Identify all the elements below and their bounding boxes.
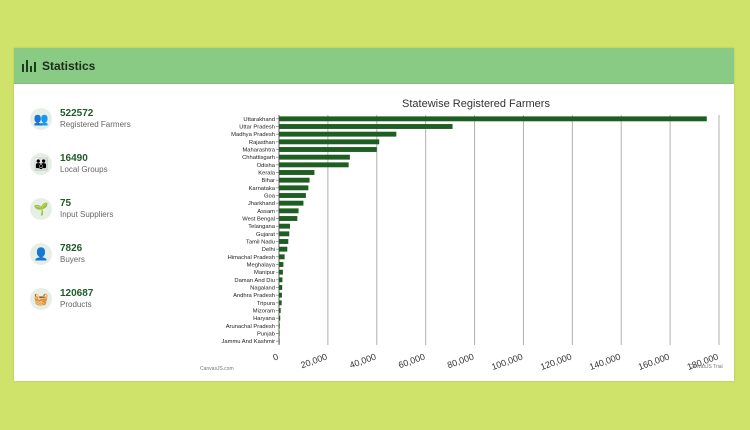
- x-tick-label: 140,000: [588, 351, 622, 372]
- basket-icon: 🧺: [30, 288, 52, 310]
- category-label: Uttarakhand: [243, 117, 275, 123]
- category-label: Delhi: [262, 247, 275, 253]
- category-label: Daman And Diu: [234, 278, 275, 284]
- bar: [279, 208, 299, 214]
- category-label: Assam: [257, 209, 275, 215]
- bar: [279, 285, 283, 290]
- x-tick-label: 60,000: [397, 351, 426, 370]
- category-label: Gujarat: [256, 232, 275, 238]
- bar: [279, 124, 453, 129]
- bar: [279, 246, 288, 252]
- x-tick-label: 100,000: [490, 351, 524, 372]
- statewise-chart: Statewise Registered Farmers 0 20,000 40,00…: [222, 98, 720, 372]
- category-label: Jammu And Kashmir: [222, 339, 276, 345]
- bar: [279, 323, 280, 329]
- category-label: Tripura: [257, 301, 276, 307]
- category-label: Rajasthan: [249, 140, 275, 146]
- buyer-icon: 👤: [30, 243, 52, 265]
- category-label: Uttar Pradesh: [239, 125, 275, 131]
- category-label: Goa: [264, 194, 276, 200]
- statistics-panel: Statistics 👥 522572 Registered Farmers 👪 164…: [14, 48, 734, 381]
- stat-item: 👪 16490 Local Groups: [30, 153, 190, 183]
- panel-header: Statistics: [14, 48, 734, 84]
- bar: [279, 231, 290, 237]
- category-label: Tamil Nadu: [246, 240, 275, 246]
- stat-label: Local Groups: [60, 165, 108, 174]
- bar-chart-icon: [22, 59, 36, 72]
- category-label: Odisha: [257, 163, 276, 169]
- bar: [279, 315, 281, 321]
- category-label: Andhra Pradesh: [233, 293, 275, 299]
- bar: [279, 254, 285, 260]
- stat-item: 🧺 120687 Products: [30, 288, 190, 318]
- x-tick-label: 40,000: [348, 351, 377, 370]
- bar: [279, 200, 304, 206]
- category-label: Kerala: [258, 171, 276, 177]
- bar: [279, 269, 283, 275]
- stat-value: 7826: [60, 243, 83, 254]
- category-label: Nagaland: [250, 286, 275, 292]
- bar: [279, 131, 397, 137]
- category-label: Telangana: [248, 224, 276, 230]
- bar: [279, 139, 380, 145]
- category-label: Bihar: [261, 178, 275, 184]
- bar: [279, 223, 290, 229]
- bar: [279, 239, 289, 244]
- bar: [279, 193, 306, 198]
- stat-value: 522572: [60, 108, 94, 119]
- category-label: Chhattisgarh: [242, 155, 275, 161]
- category-label: Madhya Pradesh: [231, 132, 275, 138]
- bar: [279, 147, 377, 152]
- stat-label: Input Suppliers: [60, 210, 114, 219]
- bar: [279, 170, 315, 175]
- stat-label: Registered Farmers: [60, 120, 131, 129]
- stat-value: 120687: [60, 288, 94, 299]
- bar: [279, 292, 282, 298]
- panel-title: Statistics: [42, 58, 96, 73]
- category-label: Mizoram: [253, 309, 275, 315]
- x-tick-label: 20,000: [299, 351, 328, 370]
- chart-credit-left: CanvasJS.com: [200, 366, 234, 372]
- bar: [279, 185, 309, 191]
- bar: [279, 177, 310, 183]
- stat-item: 👤 7826 Buyers: [30, 243, 190, 273]
- x-tick-label: 80,000: [446, 351, 475, 370]
- bar: [279, 308, 281, 313]
- x-tick-label: 120,000: [539, 351, 573, 372]
- stat-item: 🌱 75 Input Suppliers: [30, 198, 190, 228]
- supplier-icon: 🌱: [30, 198, 52, 220]
- chart-title: Statewise Registered Farmers: [402, 98, 550, 110]
- chart-credit-right: CanvasJS Trial: [689, 364, 723, 370]
- category-label: Punjab: [257, 332, 275, 338]
- category-label: Maharashtra: [242, 148, 275, 154]
- category-label: Meghalaya: [247, 263, 276, 269]
- category-label: Himachal Pradesh: [228, 255, 275, 261]
- bar: [279, 277, 283, 283]
- stat-value: 16490: [60, 153, 88, 164]
- bar: [279, 300, 282, 306]
- bar: [279, 116, 707, 122]
- x-tick-label: 160,000: [637, 351, 671, 372]
- bar: [279, 216, 298, 221]
- category-label: Jharkhand: [248, 201, 275, 207]
- category-label: West Bengal: [242, 217, 275, 223]
- stat-label: Buyers: [60, 255, 85, 264]
- category-label: Manipur: [254, 270, 275, 276]
- stat-value: 75: [60, 198, 72, 209]
- bar: [279, 262, 284, 267]
- bar: [279, 162, 349, 168]
- bar: [279, 338, 280, 344]
- bar: [279, 331, 280, 336]
- groups-icon: 👪: [30, 153, 52, 175]
- category-label: Arunachal Pradesh: [226, 324, 275, 330]
- stat-label: Products: [60, 300, 92, 309]
- stat-item: 👥 522572 Registered Farmers: [30, 108, 190, 138]
- category-label: Karnataka: [249, 186, 276, 192]
- category-label: Haryana: [253, 316, 276, 322]
- bar: [279, 154, 350, 160]
- farmers-icon: 👥: [30, 108, 52, 130]
- x-tick-label: 0: [272, 351, 280, 362]
